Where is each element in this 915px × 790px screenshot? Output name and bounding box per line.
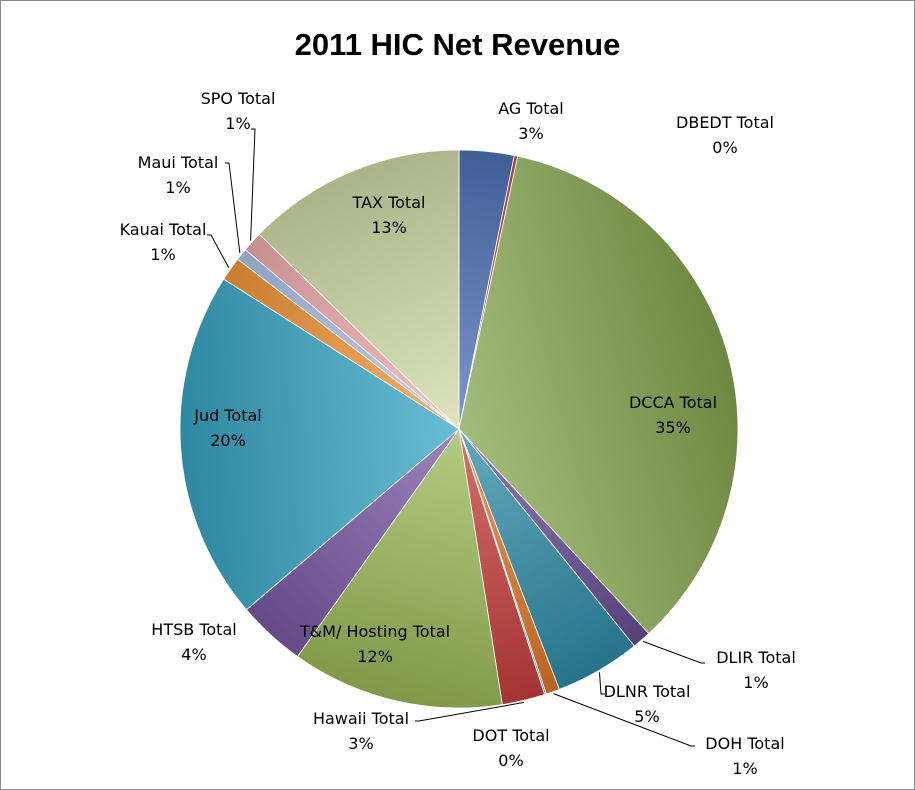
slice-label-t-m-hosting-total: T&M/ Hosting Total	[299, 622, 450, 641]
slice-label-doh-total: DOH Total	[705, 734, 784, 753]
slice-label-kauai-total: Kauai Total	[120, 220, 207, 239]
slice-label-htsb-total: HTSB Total	[151, 620, 236, 639]
slice-percent-t-m-hosting-total: 12%	[357, 647, 393, 666]
chart-title: 2011 HIC Net Revenue	[294, 27, 621, 62]
slice-percent-doh-total: 1%	[732, 759, 757, 778]
slice-label-hawaii-total: Hawaii Total	[313, 709, 409, 728]
leader-line-hawaii-total	[415, 701, 525, 722]
slice-label-dcca-total: DCCA Total	[629, 393, 717, 412]
slice-percent-ag-total: 3%	[518, 124, 543, 143]
slice-label-tax-total: TAX Total	[352, 193, 426, 212]
slice-label-dlir-total: DLIR Total	[716, 648, 796, 667]
leader-lines	[207, 128, 705, 747]
slice-dcca-total	[458, 155, 739, 635]
slice-label-dot-total: DOT Total	[472, 726, 549, 745]
slice-tax-total	[258, 149, 460, 430]
slice-label-maui-total: Maui Total	[138, 153, 219, 172]
slice-percent-dbedt-total: 0%	[712, 138, 737, 157]
slice-percent-tax-total: 13%	[371, 218, 407, 237]
slice-percent-jud-total: 20%	[210, 431, 246, 450]
slice-percent-spo-total: 1%	[225, 114, 250, 133]
leader-line-doh-total	[553, 693, 695, 747]
slice-percent-dot-total: 0%	[498, 751, 523, 770]
slice-percent-hawaii-total: 3%	[348, 734, 373, 753]
slice-percent-kauai-total: 1%	[150, 245, 175, 264]
leader-line-dlir-total	[642, 640, 705, 664]
slice-labels: AG Total 3% DBEDT Total 0% DCCA Total 35% DLIR…	[120, 89, 796, 778]
slice-percent-dlir-total: 1%	[743, 673, 768, 692]
slice-label-ag-total: AG Total	[498, 99, 564, 118]
slice-percent-dlnr-total: 5%	[634, 707, 659, 726]
leader-line-dlnr-total	[599, 672, 605, 695]
slice-percent-maui-total: 1%	[165, 178, 190, 197]
slice-jud-total	[179, 278, 460, 611]
slice-t-m-hosting-total	[296, 427, 503, 709]
slice-percent-htsb-total: 4%	[181, 645, 206, 664]
slice-label-dbedt-total: DBEDT Total	[676, 113, 774, 132]
slice-percent-dcca-total: 35%	[655, 418, 691, 437]
leader-line-kauai-total	[207, 234, 230, 269]
pie-slices	[179, 149, 739, 709]
slice-label-jud-total: Jud Total	[193, 406, 261, 425]
leader-line-maui-total	[225, 162, 241, 254]
leader-line-spo-total	[250, 128, 256, 241]
slice-label-spo-total: SPO Total	[201, 89, 276, 108]
slice-label-dlnr-total: DLNR Total	[604, 682, 691, 701]
